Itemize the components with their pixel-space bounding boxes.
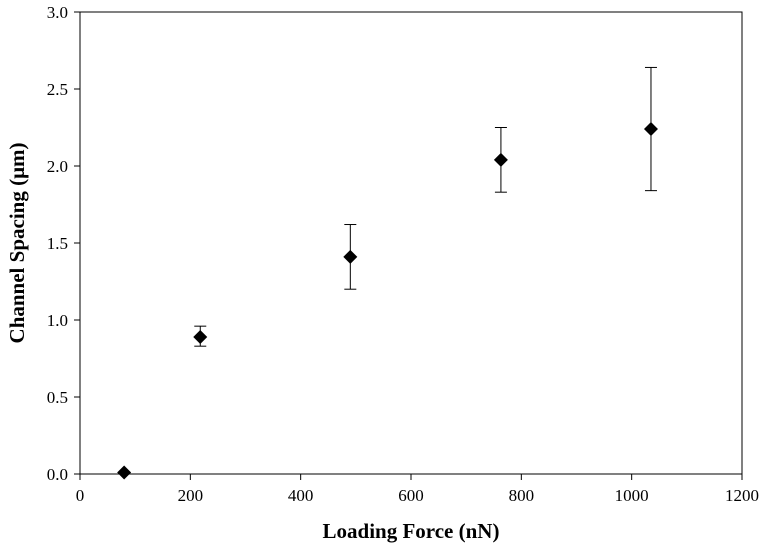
y-tick-label: 1.5 <box>47 234 68 253</box>
y-tick-label: 0.0 <box>47 465 68 484</box>
x-axis-ticks <box>79 474 743 480</box>
x-tick-label: 800 <box>509 486 535 505</box>
y-tick-label: 2.0 <box>47 157 68 176</box>
data-point-marker <box>343 249 358 264</box>
data-point-marker <box>643 122 658 137</box>
data-point-marker <box>117 465 132 480</box>
x-tick-label: 200 <box>178 486 204 505</box>
x-axis-tick-labels: 0 200 400 600 800 1000 1200 <box>76 486 759 505</box>
y-tick-label: 2.5 <box>47 80 68 99</box>
data-markers <box>117 122 658 480</box>
y-tick-label: 3.0 <box>47 3 68 22</box>
x-tick-label: 400 <box>288 486 314 505</box>
data-point-marker <box>493 152 508 167</box>
y-tick-label: 0.5 <box>47 388 68 407</box>
x-tick-label: 1000 <box>615 486 649 505</box>
y-axis-title: Channel Spacing (μm) <box>5 143 29 344</box>
x-tick-label: 0 <box>76 486 85 505</box>
y-tick-label: 1.0 <box>47 311 68 330</box>
x-tick-label: 1200 <box>725 486 759 505</box>
y-axis-ticks <box>74 11 80 475</box>
plot-area <box>79 11 743 475</box>
x-axis-title: Loading Force (nN) <box>323 519 500 543</box>
x-tick-label: 600 <box>398 486 424 505</box>
y-axis-tick-labels: 0.0 0.5 1.0 1.5 2.0 2.5 3.0 <box>47 3 68 484</box>
data-point-marker <box>193 329 208 344</box>
